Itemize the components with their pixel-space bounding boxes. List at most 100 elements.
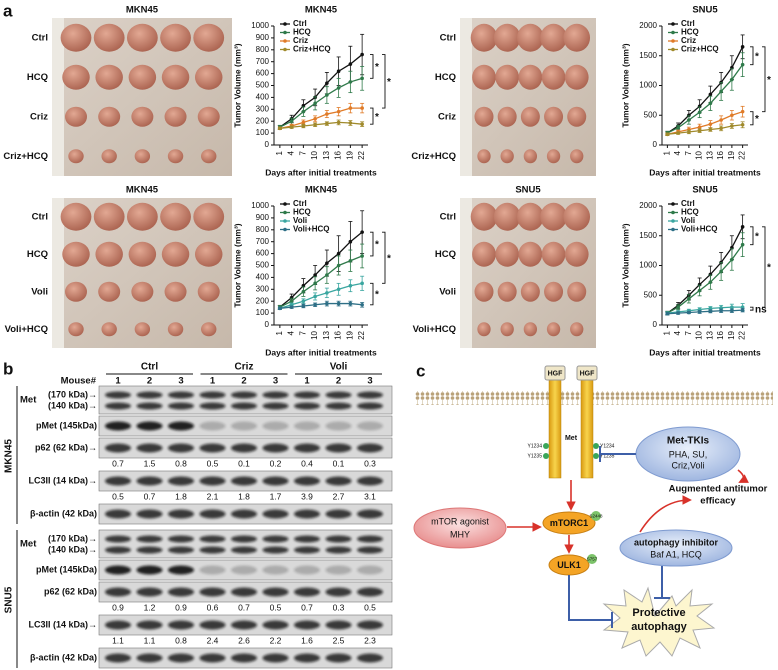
- blot-band: [136, 391, 163, 399]
- significance-label: *: [375, 62, 379, 73]
- y-tick-label: 500: [256, 261, 270, 270]
- tumor: [540, 23, 567, 52]
- blot-band: [294, 421, 320, 431]
- tumor: [164, 106, 187, 127]
- data-point: [730, 257, 734, 262]
- site-label: Y1234: [600, 443, 615, 449]
- x-tick-label: 7: [684, 150, 693, 155]
- blot-band: [136, 402, 163, 410]
- tumor: [62, 241, 90, 267]
- blot-band: [168, 565, 194, 575]
- blot-label: LC3II (14 kDa)→: [28, 475, 97, 485]
- blot-band: [231, 391, 257, 399]
- legend-label: Voli+HCQ: [681, 225, 718, 234]
- x-tick-label: 16: [716, 330, 725, 339]
- significance-bracket: [750, 226, 754, 246]
- data-point: [325, 81, 329, 85]
- quant-value: 1.5: [144, 458, 156, 468]
- significance-label: *: [755, 231, 759, 242]
- data-point: [697, 288, 702, 293]
- blot-band: [262, 546, 289, 554]
- tumor: [520, 106, 540, 127]
- tumor: [68, 322, 84, 337]
- legend-marker: [283, 30, 287, 35]
- tumor: [197, 106, 220, 127]
- legend-marker: [671, 30, 675, 35]
- blot-band: [168, 476, 194, 486]
- legend-marker: [283, 202, 287, 206]
- legend-marker: [671, 22, 675, 26]
- result-text: Protective: [632, 607, 685, 619]
- x-tick-label: 22: [738, 330, 747, 339]
- tumor: [570, 149, 584, 164]
- data-point: [697, 110, 702, 115]
- blot-band: [262, 535, 289, 543]
- quant-value: 0.5: [112, 491, 124, 501]
- data-point: [325, 93, 329, 97]
- y-tick-label: 0: [653, 320, 658, 329]
- blot-band: [357, 509, 383, 519]
- legend-marker: [283, 227, 287, 232]
- blot-label: β-actin (42 kDa): [30, 508, 97, 518]
- blot-band: [325, 476, 352, 486]
- blot-band: [357, 421, 383, 431]
- x-tick-label: 4: [673, 150, 682, 155]
- y-tick-label: 900: [256, 213, 270, 222]
- tumor: [544, 281, 564, 302]
- y-tick-label: 0: [653, 140, 658, 149]
- quant-value: 1.8: [238, 491, 250, 501]
- tumor: [60, 23, 92, 52]
- series-line: [666, 226, 744, 314]
- ligand-box: [544, 365, 566, 381]
- blot-band: [294, 509, 320, 519]
- node-title: Met-TKIs: [667, 436, 710, 447]
- data-point: [313, 117, 317, 121]
- blot-band: [262, 443, 289, 453]
- blot-band: [199, 402, 226, 410]
- quant-value: 0.9: [112, 602, 124, 612]
- data-point: [730, 124, 734, 128]
- node-text: Criz,Voli: [671, 460, 704, 470]
- significance-bracket: [382, 54, 386, 109]
- data-point: [313, 273, 317, 277]
- data-point: [348, 283, 353, 288]
- data-point: [665, 132, 670, 137]
- tumor: [570, 322, 584, 337]
- mouse-number: 1: [304, 376, 310, 387]
- blot-label: Met: [20, 395, 37, 406]
- blot-band: [136, 587, 163, 597]
- x-axis-label: Days after initial treatments: [649, 167, 761, 177]
- band-size-label: (170 kDa)→: [48, 389, 97, 399]
- data-point: [687, 130, 691, 134]
- blot-panel: [98, 529, 393, 559]
- blot-band: [231, 546, 257, 554]
- blot-band: [168, 509, 194, 519]
- inhibit-line: [568, 575, 613, 628]
- blot-band: [231, 565, 257, 575]
- outcome-text: efficacy: [700, 496, 736, 507]
- data-point: [740, 242, 745, 247]
- tumor: [500, 322, 514, 337]
- series-line: [279, 54, 363, 128]
- legend-label: Voli+HCQ: [293, 225, 330, 234]
- blot-band: [325, 587, 352, 597]
- blot-band: [357, 565, 383, 575]
- data-point: [730, 113, 734, 118]
- blot-band: [325, 391, 352, 399]
- data-point: [740, 122, 745, 127]
- legend-marker: [283, 210, 287, 215]
- tumor: [474, 281, 494, 302]
- mouse-label: Mouse#: [61, 376, 97, 387]
- significance-bracket: [382, 231, 386, 284]
- data-point: [325, 121, 329, 126]
- tumor: [193, 202, 225, 231]
- group-label: Ctrl: [141, 362, 158, 373]
- data-point: [325, 301, 329, 306]
- tumor: [65, 106, 87, 127]
- blot-band: [357, 391, 383, 399]
- data-point: [360, 122, 364, 126]
- blot-band: [199, 421, 226, 431]
- data-point: [740, 225, 745, 229]
- x-tick-label: 13: [322, 150, 331, 159]
- ligand-box: [576, 365, 598, 381]
